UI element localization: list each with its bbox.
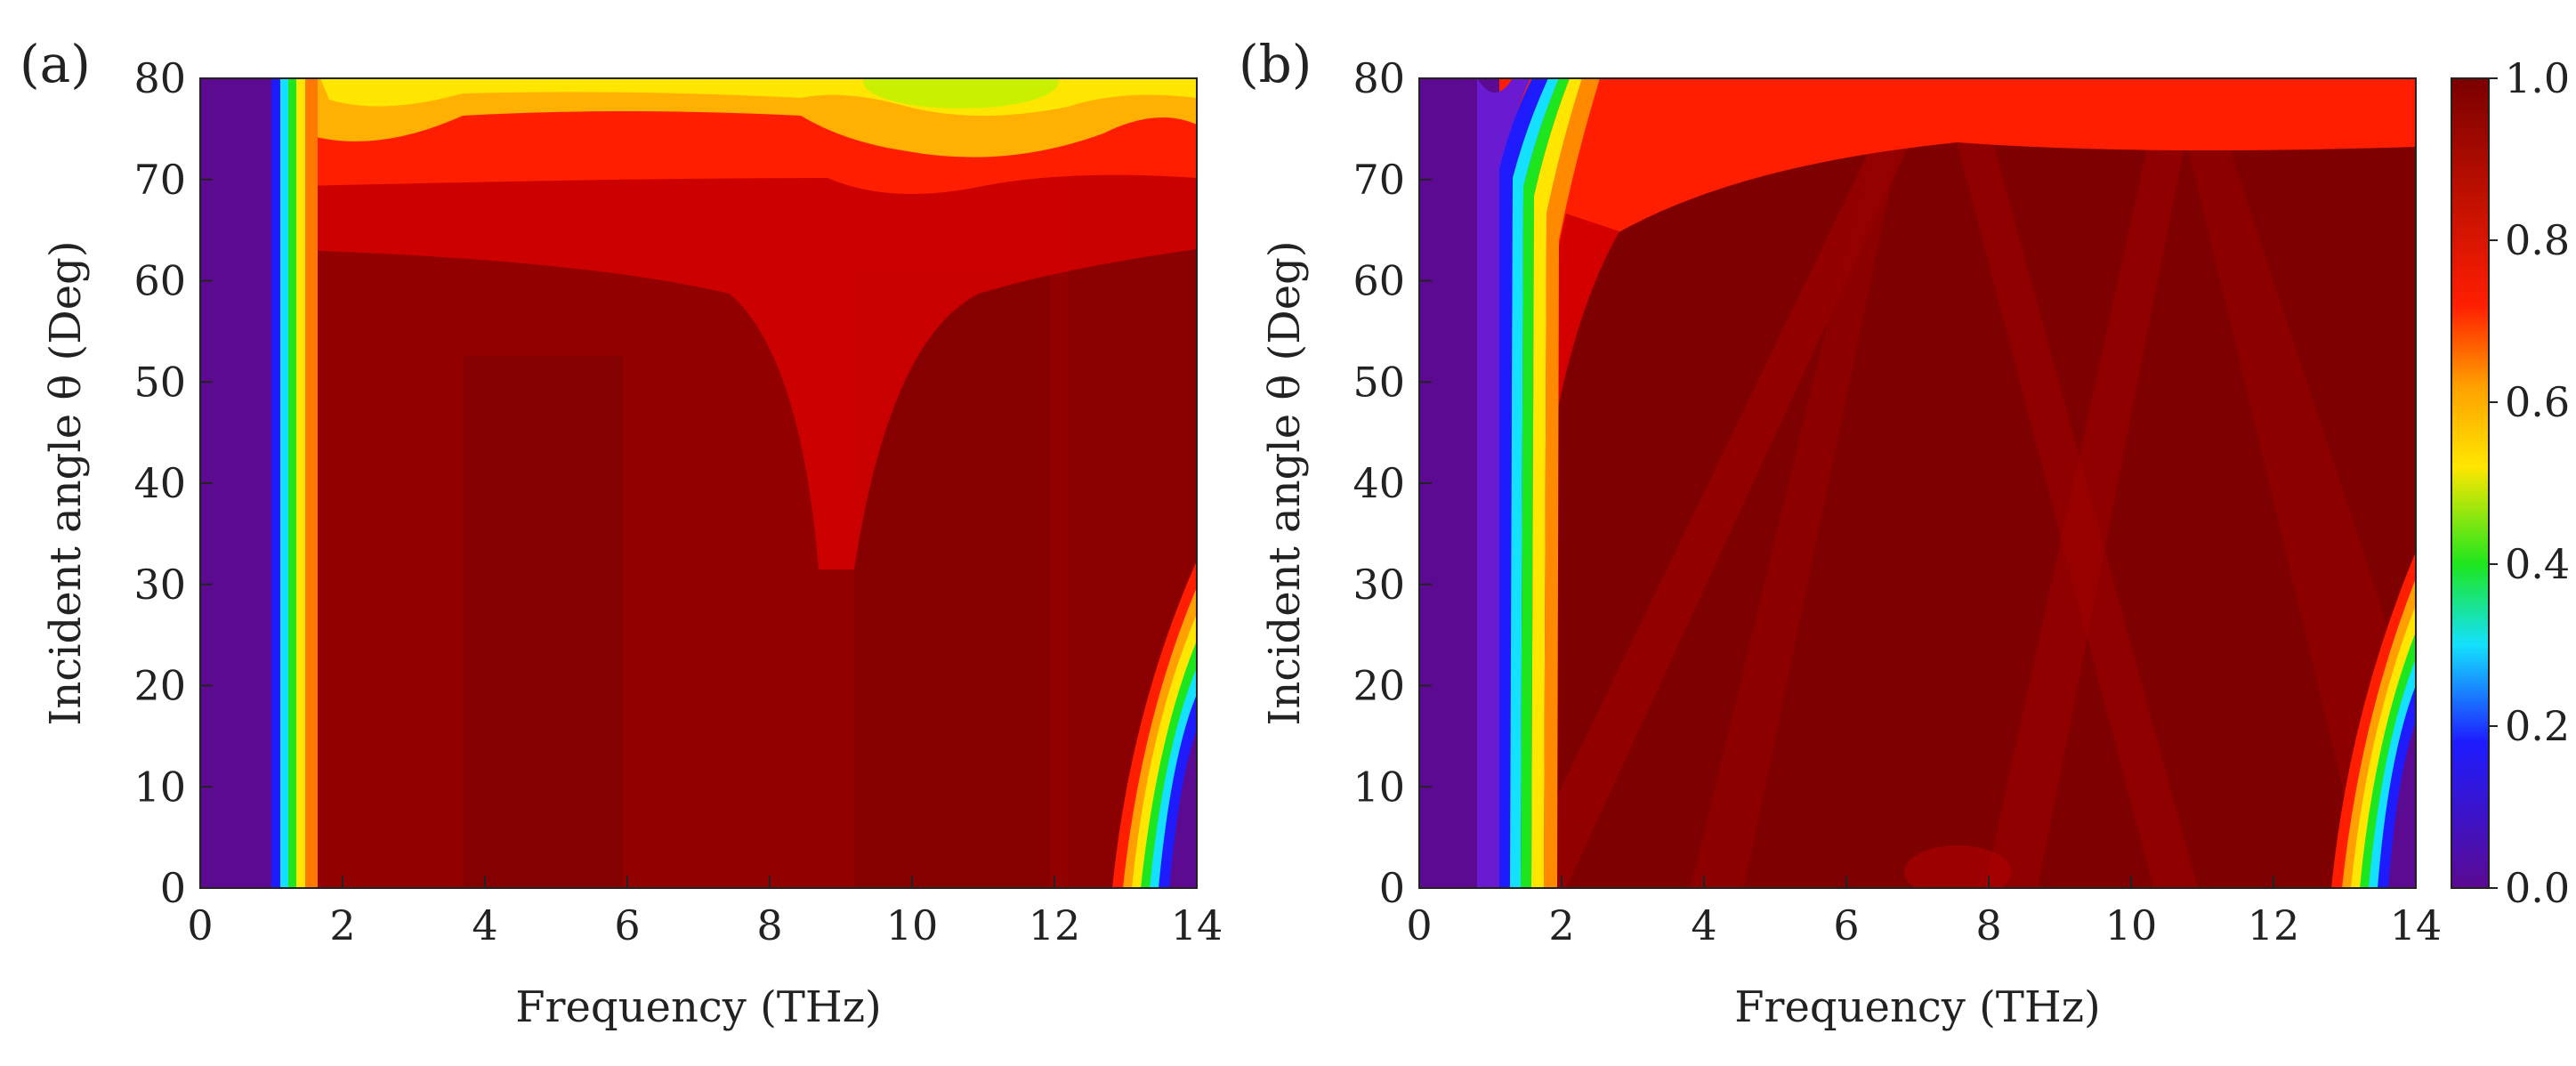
colorbar-ticks: 0.0 0.2 0.4 0.6 0.8 1.0 (2489, 54, 2570, 912)
colorbar-tick-label: 0.0 (2505, 864, 2570, 912)
heatmap-b-streak-4 (1984, 78, 2198, 888)
colorbar-tick-label: 0.8 (2505, 216, 2570, 264)
x-tick-label-a: 6 (614, 901, 640, 949)
heatmap-b-corner-violet (2388, 721, 2416, 888)
heatmap-a-cyan-left (280, 78, 288, 888)
heatmap-a-band-dark1 (463, 356, 623, 888)
y-tick-label-b: 80 (1353, 54, 1405, 102)
y-tick-label-a: 60 (133, 257, 186, 305)
x-tick-label-b: 0 (1406, 901, 1432, 949)
x-tick-label-b: 6 (1833, 901, 1859, 949)
heatmap-b-violet-curve (1477, 78, 1530, 888)
x-axis-label-a: Frequency (THz) (515, 982, 882, 1032)
heatmap-a-yellow-left (296, 78, 305, 888)
x-tick-label-a: 12 (1029, 901, 1081, 949)
x-tick-label-a: 4 (472, 901, 497, 949)
colorbar-tick-label: 0.6 (2505, 378, 2570, 426)
colorbar-tick-label: 1.0 (2505, 54, 2570, 102)
colorbar-tick-label: 0.4 (2505, 540, 2570, 588)
y-tick-label-a: 10 (133, 763, 186, 811)
heatmap-b-streak-2 (1691, 78, 1913, 888)
y-tick-label-b: 60 (1353, 257, 1405, 305)
heatmap-a-corner-violet (1169, 730, 1197, 888)
x-tick-label-a: 14 (1171, 901, 1223, 949)
y-tick-label-b: 50 (1353, 358, 1405, 406)
colorbar-gradient (2451, 77, 2490, 889)
x-tick-label-a: 10 (886, 901, 939, 949)
y-tick-label-a: 20 (133, 662, 186, 710)
y-tick-label-b: 40 (1353, 459, 1405, 507)
y-tick-label-a: 40 (133, 459, 186, 507)
heatmap-b-blue-left (1499, 78, 1548, 888)
x-tick-label-a: 0 (187, 901, 213, 949)
y-tick-label-a: 0 (160, 864, 186, 912)
x-tick-label-b: 2 (1548, 901, 1574, 949)
colorbar-tick-label: 0.2 (2505, 702, 2570, 750)
heatmap-b-bottom-spot (1904, 845, 2011, 888)
y-tick-label-b: 0 (1379, 864, 1405, 912)
panel-label-a: (a) (20, 34, 91, 94)
heatmap-a-green-left (288, 78, 296, 888)
x-tick-label-b: 12 (2248, 901, 2300, 949)
y-tick-label-a: 70 (133, 156, 186, 204)
y-tick-label-b: 10 (1353, 763, 1405, 811)
heatmap-a-upper-red (267, 78, 1197, 569)
heatmap-b-streak-3 (1940, 78, 2198, 888)
x-tick-label-a: 8 (756, 901, 782, 949)
x-tick-label-b: 4 (1691, 901, 1716, 949)
panel-b: (b) (1239, 34, 2442, 1032)
ticks-a: 0 2 4 6 8 10 12 14 0 10 20 30 40 50 60 70 80 (133, 54, 1223, 949)
x-tick-label-b: 14 (2390, 901, 2443, 949)
colorbar: 0.0 0.2 0.4 0.6 0.8 1.0 (2451, 54, 2570, 912)
heatmap-a (200, 78, 1197, 888)
y-tick-label-b: 70 (1353, 156, 1405, 204)
heatmap-a-blue-left (271, 78, 280, 888)
heatmap-b-top-red (1419, 78, 2416, 445)
heatmap-b-streak-5 (2171, 78, 2416, 888)
heatmap-a-orange-left (305, 78, 318, 888)
x-tick-label-a: 2 (329, 901, 355, 949)
y-axis-label-a: Incident angle θ (Deg) (41, 240, 91, 725)
heatmap-b-orange-left (1544, 78, 1600, 888)
panel-a: (a) (20, 34, 1223, 1032)
heatmap-b (1419, 78, 2416, 888)
y-tick-label-b: 30 (1353, 561, 1405, 609)
ticks-b: 0 2 4 6 8 10 12 14 0 10 20 30 40 50 60 70 80 (1353, 54, 2442, 949)
y-tick-label-a: 80 (133, 54, 186, 102)
heatmap-a-top-green (863, 78, 1059, 109)
x-tick-label-b: 10 (2105, 901, 2158, 949)
panel-label-b: (b) (1239, 34, 1312, 94)
heatmap-b-green-left (1521, 78, 1570, 888)
x-tick-label-b: 8 (1975, 901, 2001, 949)
x-axis-label-b: Frequency (THz) (1734, 982, 2101, 1032)
y-tick-label-b: 20 (1353, 662, 1405, 710)
heatmap-b-streak-1 (1513, 78, 1940, 888)
y-tick-label-a: 50 (133, 358, 186, 406)
y-tick-label-a: 30 (133, 561, 186, 609)
y-axis-label-b: Incident angle θ (Deg) (1260, 240, 1310, 725)
heatmap-b-cyan-left (1510, 78, 1559, 888)
heatmap-b-yellow-left (1531, 78, 1582, 888)
